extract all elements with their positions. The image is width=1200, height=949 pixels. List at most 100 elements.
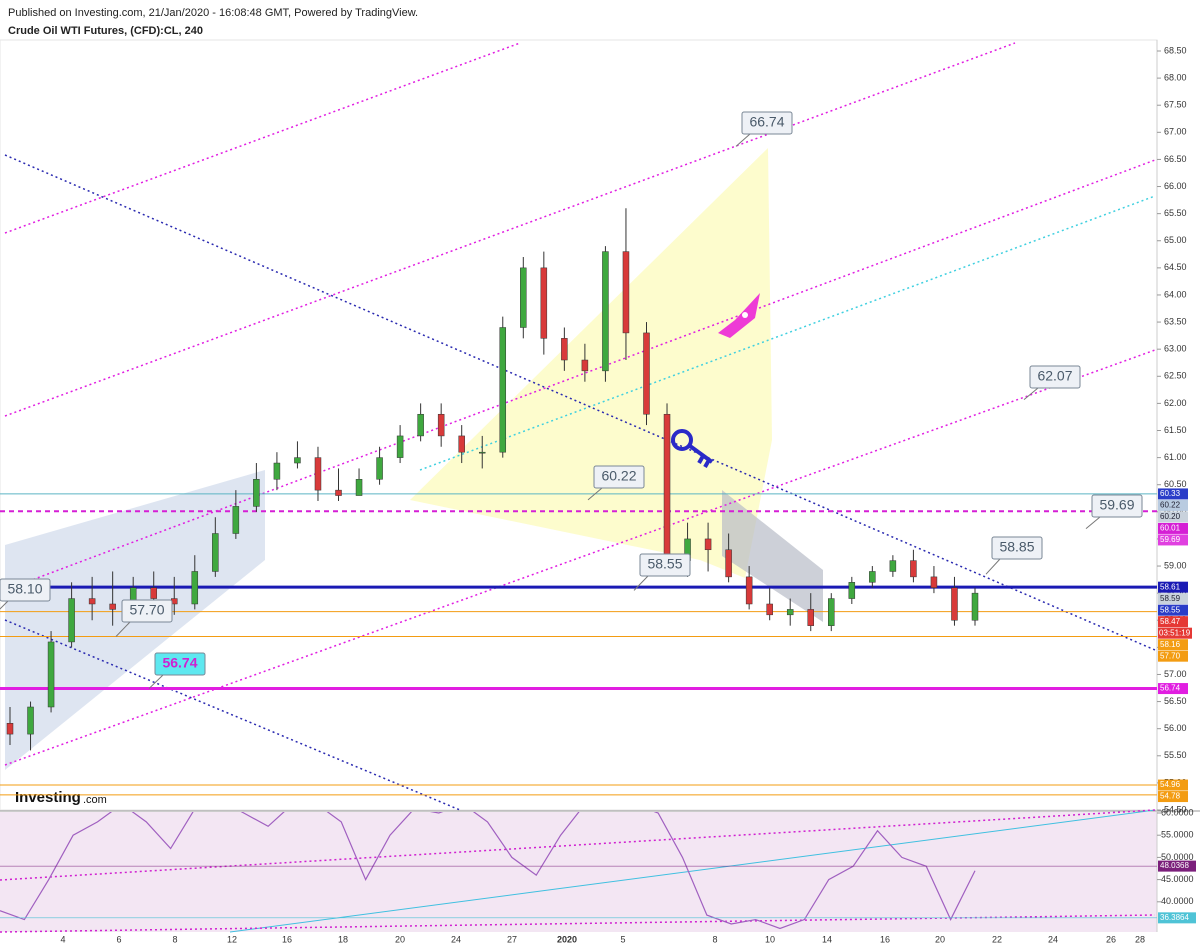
- annotation-pointer: [985, 558, 1001, 575]
- trendline: [4, 349, 1156, 766]
- annotation-label: 58.10: [7, 581, 42, 597]
- x-tick-label: 28: [1135, 934, 1145, 944]
- annotation-box: [991, 536, 1043, 560]
- published-line: Published on Investing.com, 21/Jan/2020 …: [8, 7, 418, 19]
- price-tag-label: 58.61: [1160, 582, 1181, 591]
- candle-body: [930, 576, 938, 588]
- yellow-wedge: [410, 148, 772, 578]
- rsi-group: [0, 812, 976, 930]
- y-tick-label: 57.00: [1164, 669, 1187, 679]
- y-tick-label: 64.50: [1164, 262, 1187, 272]
- price-tag: [1158, 683, 1188, 695]
- candle-body: [212, 533, 219, 572]
- annotation-box: [121, 599, 173, 623]
- price-tag-label: 58.55: [1160, 605, 1181, 614]
- candle-body: [68, 598, 75, 643]
- trendline: [4, 42, 521, 234]
- candle-body: [109, 603, 116, 610]
- price-tag-label: 54.78: [1160, 792, 1181, 801]
- price-tag-label: 57.70: [1160, 651, 1181, 660]
- annotation-label: 57.70: [129, 602, 164, 618]
- x-tick-label: 20: [935, 934, 945, 944]
- rsi-tag-label: 36.3864: [1160, 913, 1189, 922]
- annotation-box: [154, 652, 206, 676]
- candle-body: [910, 560, 917, 578]
- annotation-pointer: [0, 600, 9, 610]
- candle-body: [273, 462, 281, 480]
- annotation-box: [0, 578, 51, 602]
- annotation-box: [741, 111, 793, 135]
- y-tick-label: 64.00: [1164, 289, 1187, 299]
- rsi-panel: [0, 812, 1157, 932]
- key-icon: [671, 429, 714, 468]
- price-tag: [1158, 488, 1188, 500]
- y-tick-label: 65.50: [1164, 208, 1187, 218]
- annotation-label: 58.85: [999, 539, 1034, 555]
- y-tick-label: 66.50: [1164, 154, 1187, 164]
- price-tag-label: 60.01: [1160, 524, 1181, 533]
- y-tick-label: 55.50: [1164, 750, 1187, 760]
- x-tick-label: 2020: [557, 934, 577, 944]
- candle-body: [396, 435, 404, 458]
- price-tag: [1158, 650, 1188, 662]
- price-tag: [1158, 511, 1188, 523]
- annotation-pointer: [587, 487, 603, 501]
- candle-body: [766, 603, 773, 616]
- y-tick-label: 62.00: [1164, 398, 1187, 408]
- annotation-pointer: [148, 674, 164, 689]
- annotation-box: [1029, 365, 1081, 389]
- price-tag: [1158, 593, 1188, 605]
- x-tick-label: 12: [227, 934, 237, 944]
- x-tick-label: 24: [1048, 934, 1058, 944]
- annotation-pointer: [633, 575, 649, 591]
- y-tick-label: 67.50: [1164, 100, 1187, 110]
- trendline: [4, 619, 461, 811]
- x-tick-label: 4: [60, 934, 65, 944]
- rocket-icon: [718, 293, 760, 338]
- candle-body: [540, 267, 548, 339]
- price-tag-label: 59.69: [1160, 535, 1181, 544]
- y-tick-label: 68.50: [1164, 45, 1187, 55]
- rsi-tick-label: 45.0000: [1161, 874, 1194, 884]
- x-tick-label: 24: [451, 934, 461, 944]
- annotation-label: 59.69: [1099, 497, 1134, 513]
- price-tag-label: 60.20: [1160, 512, 1181, 521]
- price-tag: [1158, 779, 1188, 791]
- candle-body: [725, 549, 732, 578]
- annotation-box: [1091, 494, 1143, 518]
- candle-body: [828, 598, 835, 626]
- trendline: [419, 195, 1156, 471]
- candle-body: [951, 587, 958, 621]
- annotation-pointer: [1085, 516, 1101, 530]
- price-tag-label: 58.47: [1160, 617, 1181, 626]
- price-tag: [1158, 791, 1188, 803]
- price-tag: [1158, 534, 1188, 546]
- annotation-label: 56.74: [162, 655, 197, 671]
- x-tick-label: 5: [620, 934, 625, 944]
- candle-body: [191, 571, 199, 605]
- price-tag-label: 56.74: [1160, 684, 1181, 693]
- y-tick-label: 61.50: [1164, 425, 1187, 435]
- candle-body: [314, 457, 322, 491]
- candle-body: [376, 457, 383, 480]
- rsi-tag: [1158, 860, 1196, 872]
- rsi-tick-label: 55.0000: [1161, 830, 1194, 840]
- candle-body: [848, 582, 856, 599]
- y-tick-label: 62.50: [1164, 371, 1187, 381]
- y-tick-label: 61.00: [1164, 452, 1187, 462]
- y-tick-label: 63.00: [1164, 344, 1187, 354]
- annotation-pointer: [115, 621, 131, 637]
- price-tag-label: 60.22: [1160, 501, 1181, 510]
- candle-body: [232, 506, 240, 534]
- candle-body: [294, 457, 301, 464]
- x-tick-label: 16: [282, 934, 292, 944]
- candle-body: [27, 706, 34, 735]
- candle-body: [417, 413, 424, 437]
- candle-body: [622, 251, 630, 334]
- x-tick-label: 22: [992, 934, 1002, 944]
- rsi-tag-label: 48.0368: [1160, 861, 1189, 870]
- y-tick-label: 54.50: [1164, 804, 1187, 814]
- countdown-tag: [1158, 627, 1192, 639]
- x-tick-label: 27: [507, 934, 517, 944]
